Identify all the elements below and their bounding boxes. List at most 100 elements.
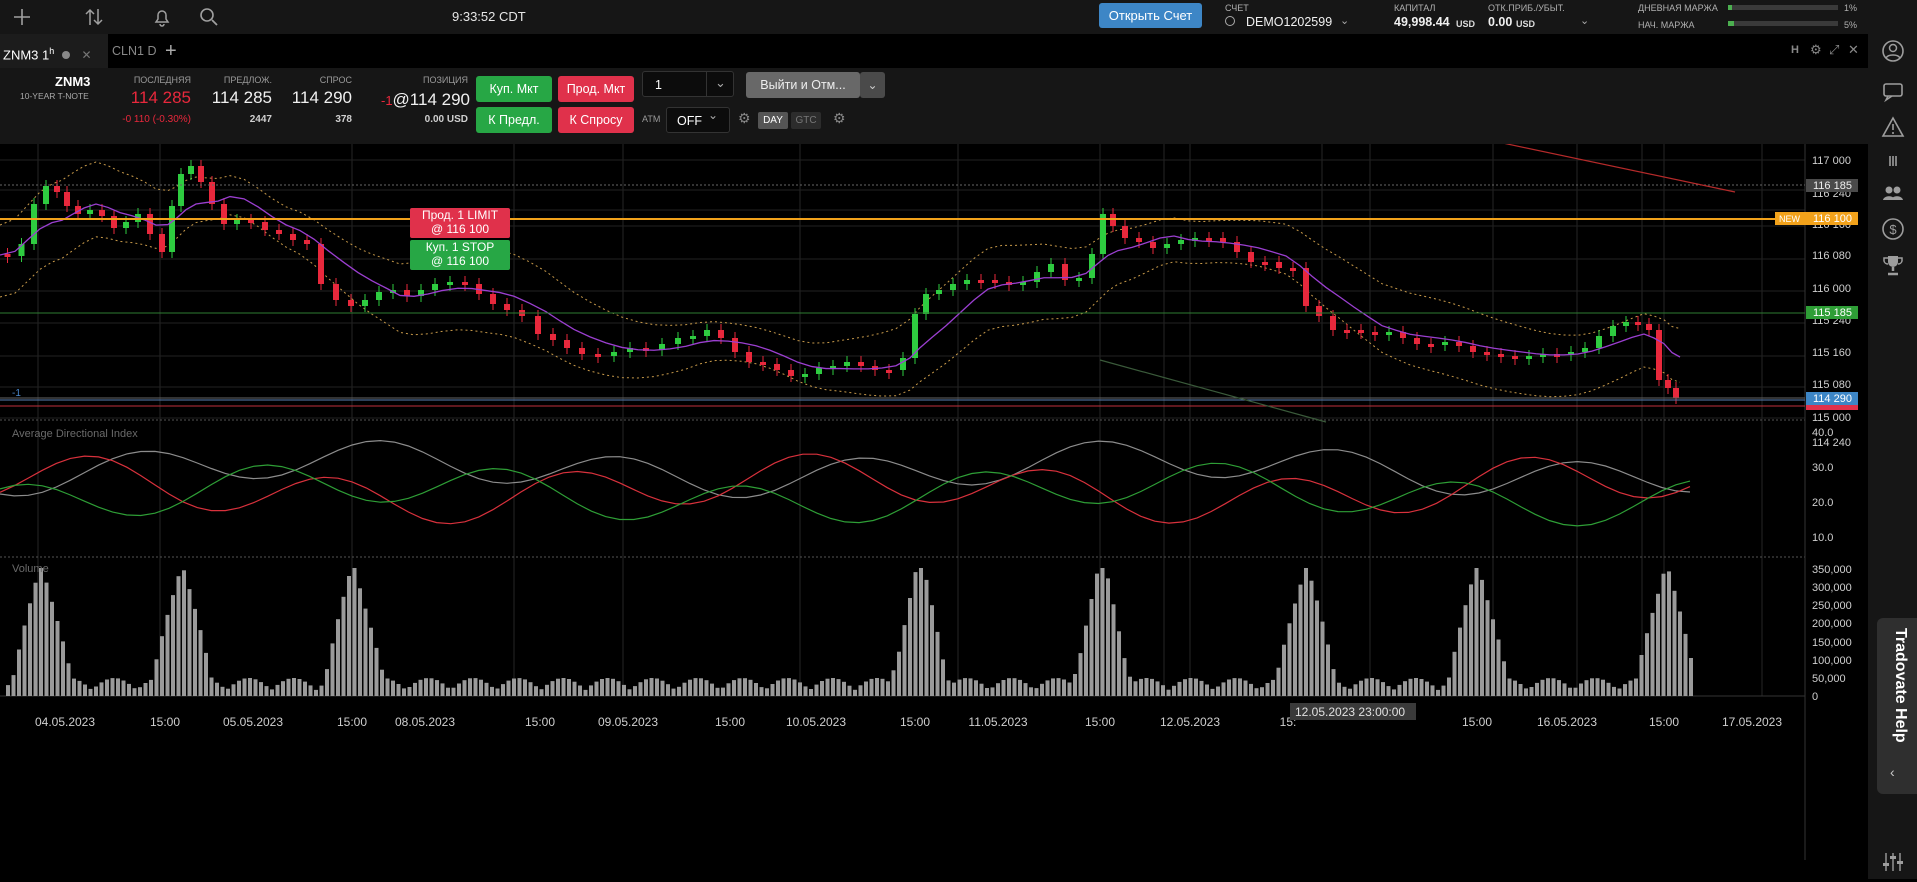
exit-cancel-button[interactable]: Выйти и Отм...	[746, 72, 860, 98]
volume-bar	[1188, 678, 1193, 696]
trophy-icon[interactable]	[1880, 252, 1906, 278]
crosshair-time-text: 12.05.2023 23:00:00	[1295, 705, 1405, 719]
candle-body	[159, 234, 165, 252]
volume-bar	[121, 680, 126, 696]
bell-icon[interactable]	[150, 5, 174, 29]
gtc-toggle[interactable]: GTC	[791, 112, 821, 129]
candle-body	[1206, 238, 1212, 241]
candle-body	[333, 284, 339, 300]
volume-bar	[374, 647, 379, 696]
dollar-icon[interactable]: $	[1880, 216, 1906, 242]
chevron-down-icon[interactable]: ⌄	[1580, 15, 1590, 27]
sell-limit-order-label[interactable]	[410, 208, 510, 238]
add-tab-icon[interactable]: +	[165, 40, 177, 62]
volume-bar	[237, 680, 241, 696]
capital-label: КАПИТАЛ	[1394, 3, 1436, 13]
sort-arrows-icon[interactable]	[82, 5, 106, 29]
time-label: 10.05.2023	[786, 715, 846, 729]
chevron-down-icon[interactable]: ⌄	[706, 71, 734, 97]
gear-icon[interactable]: ⚙	[738, 110, 751, 126]
close-icon[interactable]: ✕	[81, 48, 92, 63]
volume-bar	[842, 681, 846, 696]
volume-bar	[1232, 678, 1237, 696]
volume-bar	[1067, 682, 1072, 696]
chevron-left-icon[interactable]: ‹	[1890, 764, 1895, 780]
volume-bar	[1342, 686, 1347, 696]
day-toggle[interactable]: DAY	[758, 112, 788, 129]
candle-body	[704, 330, 710, 336]
tab-znm3[interactable]: ZNM3 1h ✕	[0, 34, 108, 68]
volume-bar	[325, 669, 329, 696]
sell-market-button[interactable]: Прод. Мкт	[558, 76, 634, 102]
help-label: Tradovate Help	[1892, 628, 1909, 743]
volume-bar	[1045, 680, 1050, 696]
volume-bar	[759, 687, 764, 696]
volume-bar	[1370, 678, 1374, 696]
adx-tick-label: 10.0	[1812, 532, 1833, 544]
help-panel-tab[interactable]: Tradovate Help ‹	[1877, 618, 1917, 794]
volume-bar	[1590, 678, 1594, 696]
volume-bar	[1298, 584, 1303, 696]
chat-icon[interactable]	[1880, 78, 1906, 104]
volume-bar	[1337, 682, 1341, 696]
order-price-tag	[1806, 212, 1858, 225]
candle-body	[234, 220, 240, 224]
sliders-icon[interactable]	[1880, 849, 1906, 875]
atm-select[interactable]: OFF	[666, 107, 730, 133]
tab-cln1[interactable]: CLN1 D	[112, 34, 156, 68]
volume-bar	[781, 678, 786, 696]
volume-bar	[209, 677, 214, 696]
candles	[0, 160, 1681, 404]
volume-bar	[517, 678, 522, 696]
gear-icon[interactable]: ⚙	[1810, 42, 1822, 57]
candle-body	[1610, 326, 1616, 336]
list-icon[interactable]	[1880, 148, 1906, 174]
buy-market-button[interactable]: Куп. Мкт	[476, 76, 552, 102]
volume-bar	[176, 576, 181, 696]
volume-bar	[429, 678, 434, 696]
search-icon[interactable]	[197, 5, 221, 29]
gear-icon[interactable]: ⚙	[833, 110, 846, 126]
plus-icon[interactable]	[10, 5, 34, 29]
pnl-value: 0.00	[1488, 15, 1513, 29]
volume-bar	[523, 679, 527, 696]
candle-body	[1540, 354, 1546, 357]
volume-bar	[979, 683, 984, 696]
users-icon[interactable]	[1880, 180, 1906, 206]
candle-body	[611, 352, 617, 356]
candle-body	[978, 280, 984, 283]
account-circle-icon[interactable]	[1880, 38, 1906, 64]
close-icon[interactable]: ✕	[1848, 42, 1859, 57]
sell-ask-button[interactable]: К Спросу	[558, 107, 634, 133]
current-price-tag	[1806, 392, 1858, 405]
account-id[interactable]: DEMO1202599	[1246, 15, 1333, 29]
volume-bar	[1056, 678, 1061, 696]
h-icon[interactable]: H	[1791, 44, 1799, 56]
volume-bar	[1403, 681, 1407, 696]
capital-value: 49,998.44	[1394, 15, 1450, 29]
buy-bid-button[interactable]: К Предл.	[476, 107, 552, 133]
volume-bar	[941, 659, 945, 696]
new-tag	[1775, 212, 1806, 225]
volume-bar	[506, 680, 511, 696]
volume-bar	[600, 679, 604, 696]
time-label: 05.05.2023	[223, 715, 283, 729]
chevron-down-icon[interactable]: ⌄	[708, 108, 719, 122]
detach-icon[interactable]: ⤢	[1829, 42, 1840, 57]
buy-stop-order-label[interactable]	[410, 240, 510, 270]
warning-icon[interactable]	[1880, 114, 1906, 140]
chevron-down-icon[interactable]: ⌄	[1340, 15, 1350, 27]
open-account-button[interactable]: Открыть Счет	[1099, 3, 1202, 28]
candle-body	[1089, 254, 1095, 278]
trend-line	[1504, 144, 1736, 193]
candle-body	[1428, 344, 1434, 347]
volume-bar	[660, 680, 665, 696]
volume-bar	[204, 652, 208, 696]
volume-bar	[1491, 619, 1495, 696]
chevron-down-icon[interactable]: ⌄	[860, 72, 885, 98]
quantity-input[interactable]: 1	[642, 71, 734, 97]
volume-tick-label: 50,000	[1812, 673, 1846, 685]
volume-bar	[248, 678, 252, 696]
volume-bar	[715, 687, 720, 696]
